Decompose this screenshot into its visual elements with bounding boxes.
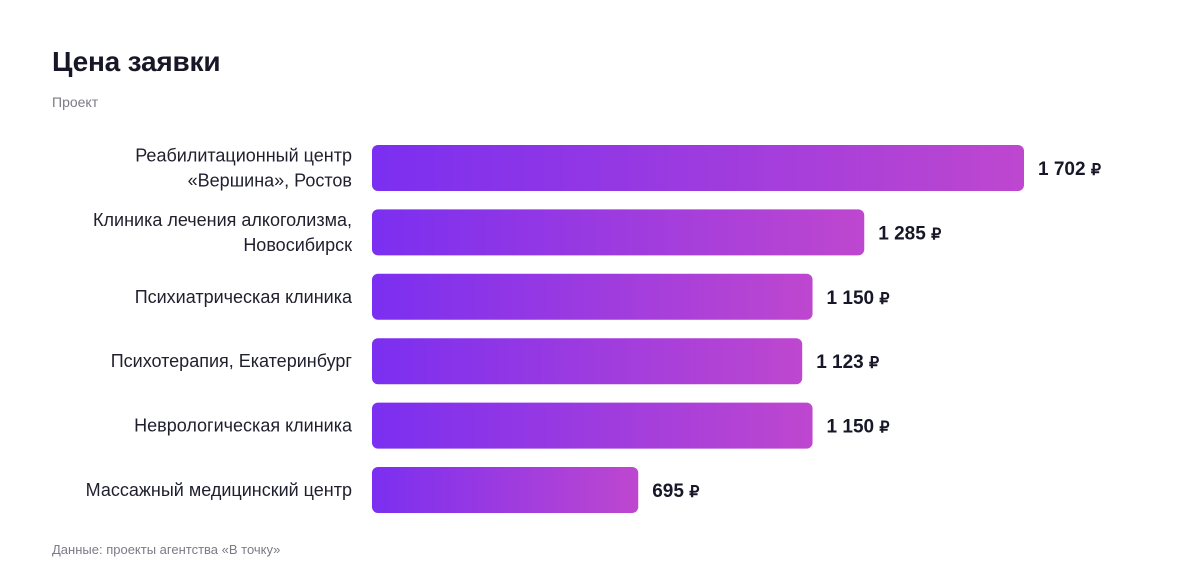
bar-4 — [372, 338, 803, 385]
chart-title: Цена заявки — [52, 46, 221, 77]
bar-2 — [372, 209, 865, 256]
bar-1 — [372, 145, 1024, 191]
bar-6 — [372, 467, 639, 513]
category-label-5: Неврологическая клиника — [134, 416, 353, 436]
bar-3 — [372, 273, 813, 320]
value-label-5: 1 150 ₽ — [827, 417, 890, 438]
value-label-2: 1 285 ₽ — [878, 223, 941, 244]
value-label-4: 1 123 ₽ — [816, 352, 879, 373]
category-label-6: Массажный медицинский центр — [86, 480, 352, 500]
data-source-note: Данные: проекты агентства «В точку» — [52, 542, 281, 557]
category-label-3: Психиатрическая клиника — [135, 287, 353, 307]
category-label-4: Психотерапия, Екатеринбург — [111, 351, 353, 371]
category-label-2: Клиника лечения алкоголизма, Новосибирск — [93, 210, 352, 255]
value-label-6: 695 ₽ — [652, 481, 699, 502]
category-label-1: Реабилитационный центр «Вершина», Ростов — [135, 146, 352, 191]
chart-subtitle: Проект — [52, 94, 99, 110]
value-label-3: 1 150 ₽ — [827, 288, 890, 309]
value-label-1: 1 702 ₽ — [1038, 159, 1101, 180]
bar-5 — [372, 402, 813, 449]
bars-group: Реабилитационный центр «Вершина», Ростов 1… — [86, 145, 1101, 513]
